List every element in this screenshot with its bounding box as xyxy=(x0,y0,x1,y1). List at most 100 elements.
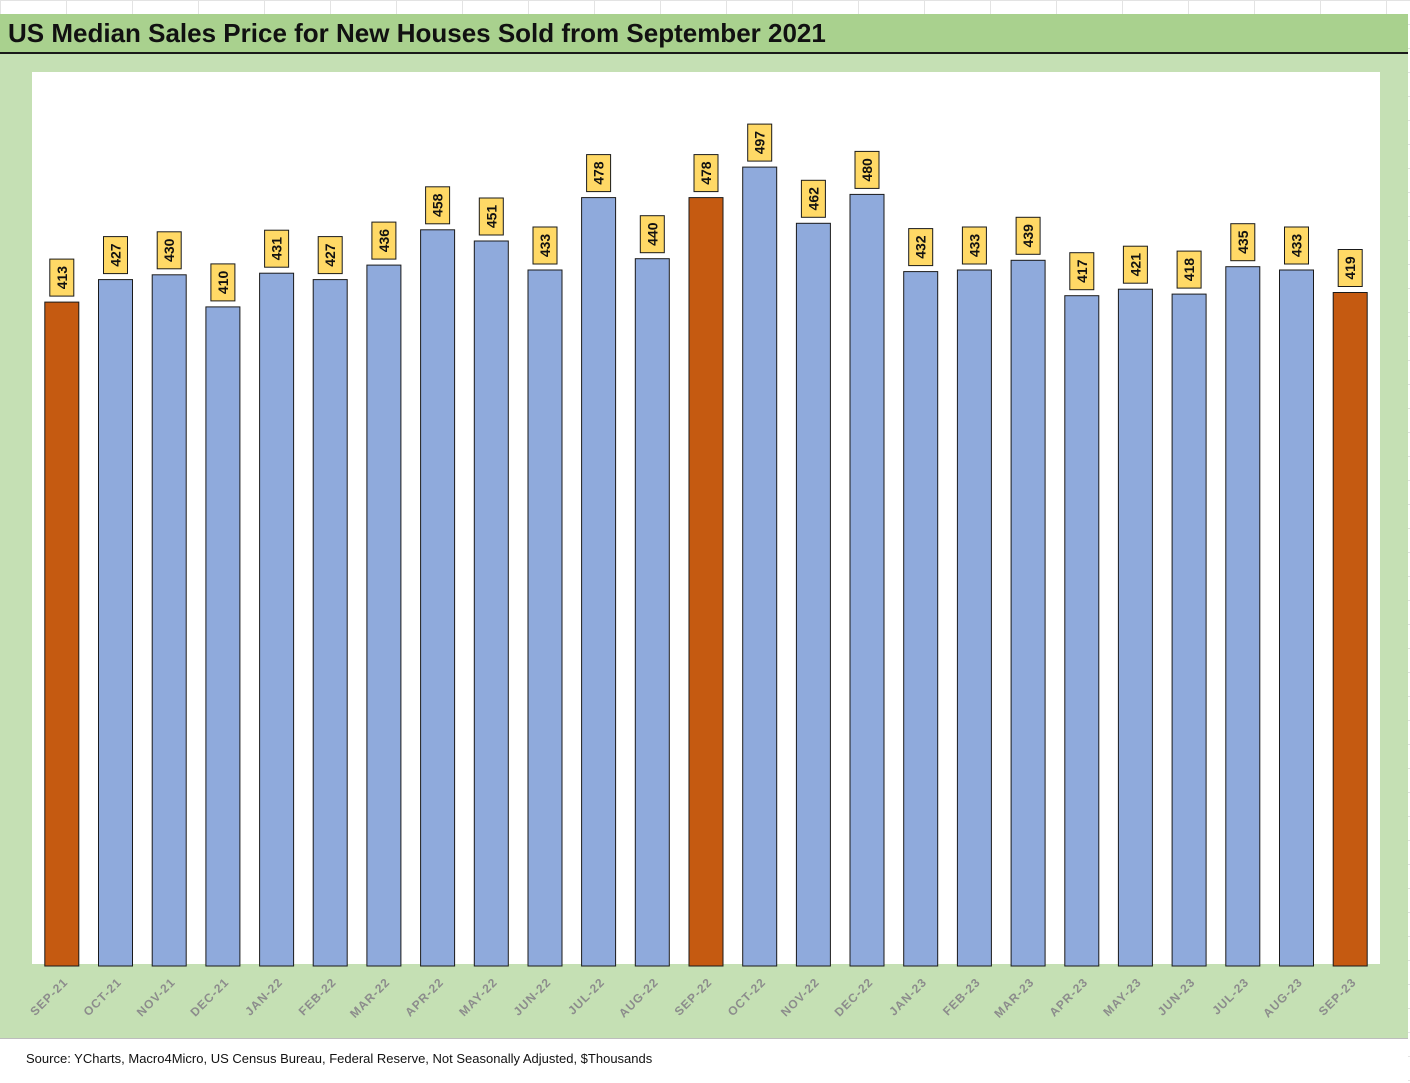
data-label-box-jun-23 xyxy=(1176,250,1202,289)
x-tick-label-oct-22: OCT-22 xyxy=(725,975,769,1019)
bar-sep-21 xyxy=(44,301,80,967)
x-tick-label-may-23: MAY-23 xyxy=(1100,975,1144,1019)
bar-aug-23 xyxy=(1279,269,1314,967)
data-label-dec-21: 410 xyxy=(215,271,231,295)
data-label-mar-22: 436 xyxy=(376,229,392,253)
data-label-apr-23: 417 xyxy=(1074,259,1090,283)
x-tick-label-nov-22: NOV-22 xyxy=(778,975,822,1019)
data-label-box-dec-21 xyxy=(210,263,236,302)
data-label-sep-22: 478 xyxy=(698,161,714,185)
data-label-box-apr-22 xyxy=(425,186,451,225)
x-tick-label-mar-23: MAR-23 xyxy=(991,975,1037,1021)
bar-nov-22 xyxy=(795,222,831,967)
bar-sep-22 xyxy=(688,197,724,967)
x-tick-label-jun-22: JUN-22 xyxy=(511,975,554,1018)
bar-jul-22 xyxy=(581,197,617,967)
x-tick-label-feb-23: FEB-23 xyxy=(940,975,983,1018)
data-label-jan-23: 432 xyxy=(913,235,929,259)
data-label-box-jan-23 xyxy=(908,228,934,267)
data-label-box-feb-22 xyxy=(317,236,343,275)
bar-jan-23 xyxy=(903,271,939,967)
bar-may-22 xyxy=(473,240,509,967)
x-tick-label-aug-22: AUG-22 xyxy=(616,975,661,1020)
chart-frame: 413 SEP-21 427 OCT-21 430 NOV-21 410 DEC-21 431 J… xyxy=(0,54,1408,1038)
x-tick-label-jul-23: JUL-23 xyxy=(1209,975,1251,1017)
data-label-jun-22: 433 xyxy=(537,234,553,258)
title-bar: US Median Sales Price for New Houses Sol… xyxy=(0,14,1408,54)
bar-jun-22 xyxy=(527,269,563,967)
data-label-box-jul-22 xyxy=(586,154,612,193)
bar-nov-21 xyxy=(151,274,187,967)
data-label-box-sep-23 xyxy=(1337,249,1363,287)
data-label-box-nov-21 xyxy=(156,231,182,270)
bar-aug-22 xyxy=(634,258,670,967)
x-tick-label-jan-23: JAN-23 xyxy=(886,975,929,1018)
bar-sep-23 xyxy=(1332,292,1368,967)
x-tick-label-mar-22: MAR-22 xyxy=(347,975,393,1021)
bar-feb-22 xyxy=(312,279,348,967)
x-tick-label-aug-23: AUG-23 xyxy=(1260,975,1305,1020)
bar-feb-23 xyxy=(956,269,992,967)
bar-may-23 xyxy=(1117,288,1153,967)
bar-dec-21 xyxy=(205,306,241,967)
chart-title: US Median Sales Price for New Houses Sol… xyxy=(8,18,826,48)
data-label-jan-22: 431 xyxy=(269,237,285,261)
x-tick-label-oct-21: OCT-21 xyxy=(81,975,125,1019)
data-label-aug-22: 440 xyxy=(644,222,660,246)
data-label-box-mar-23 xyxy=(1015,216,1041,255)
data-label-nov-21: 430 xyxy=(161,238,177,262)
data-label-jun-23: 418 xyxy=(1181,258,1197,282)
data-label-jul-22: 478 xyxy=(591,161,607,185)
data-label-aug-23: 433 xyxy=(1289,234,1305,258)
data-label-sep-23: 419 xyxy=(1342,256,1358,280)
data-label-feb-23: 433 xyxy=(966,234,982,258)
data-label-sep-21: 413 xyxy=(54,266,70,290)
data-label-box-aug-22 xyxy=(639,215,665,254)
data-label-box-feb-23 xyxy=(961,226,987,265)
bar-chart: 413 SEP-21 427 OCT-21 430 NOV-21 410 DEC-21 431 J… xyxy=(27,123,1368,1021)
data-label-oct-21: 427 xyxy=(108,243,124,267)
data-label-box-aug-23 xyxy=(1284,226,1309,265)
data-label-box-oct-21 xyxy=(103,236,128,275)
data-label-box-jul-23 xyxy=(1230,223,1256,262)
data-label-box-jun-22 xyxy=(532,226,558,265)
x-tick-label-sep-21: SEP-21 xyxy=(27,975,70,1018)
x-tick-label-apr-23: APR-23 xyxy=(1046,975,1090,1019)
data-label-box-apr-23 xyxy=(1069,252,1095,291)
x-tick-label-apr-22: APR-22 xyxy=(402,975,446,1019)
x-tick-label-may-22: MAY-22 xyxy=(456,975,500,1019)
bar-dec-22 xyxy=(849,193,885,967)
data-label-dec-22: 480 xyxy=(859,158,875,182)
bar-mar-22 xyxy=(366,264,402,967)
x-tick-label-jul-22: JUL-22 xyxy=(565,975,607,1017)
bar-jan-22 xyxy=(259,272,295,967)
data-label-feb-22: 427 xyxy=(322,243,338,267)
x-tick-label-feb-22: FEB-22 xyxy=(296,975,339,1018)
data-label-may-23: 421 xyxy=(1127,253,1143,277)
x-tick-label-sep-22: SEP-22 xyxy=(672,975,715,1018)
x-tick-label-dec-22: DEC-22 xyxy=(832,975,876,1019)
data-label-box-sep-21 xyxy=(49,258,75,297)
x-tick-label-dec-21: DEC-21 xyxy=(188,975,232,1019)
data-label-box-may-23 xyxy=(1122,245,1148,284)
data-label-oct-22: 497 xyxy=(752,131,768,155)
data-label-box-dec-22 xyxy=(854,150,880,189)
bar-apr-23 xyxy=(1064,295,1100,967)
bar-jun-23 xyxy=(1171,293,1207,967)
data-label-box-sep-22 xyxy=(693,154,719,193)
data-label-nov-22: 462 xyxy=(805,187,821,211)
source-bar: Source: YCharts, Macro4Micro, US Census … xyxy=(0,1038,1408,1083)
data-label-box-may-22 xyxy=(478,197,504,236)
data-label-may-22: 451 xyxy=(483,205,499,229)
data-label-box-oct-22 xyxy=(747,123,773,162)
source-note: Source: YCharts, Macro4Micro, US Census … xyxy=(26,1051,653,1066)
bar-oct-22 xyxy=(742,166,778,967)
data-label-mar-23: 439 xyxy=(1020,224,1036,248)
x-tick-label-nov-21: NOV-21 xyxy=(134,975,178,1019)
x-tick-label-jan-22: JAN-22 xyxy=(242,975,285,1018)
data-label-box-mar-22 xyxy=(371,221,397,260)
data-label-box-nov-22 xyxy=(800,179,826,218)
bar-oct-21 xyxy=(98,279,133,967)
bar-jul-23 xyxy=(1225,266,1261,967)
data-label-jul-23: 435 xyxy=(1235,230,1251,254)
